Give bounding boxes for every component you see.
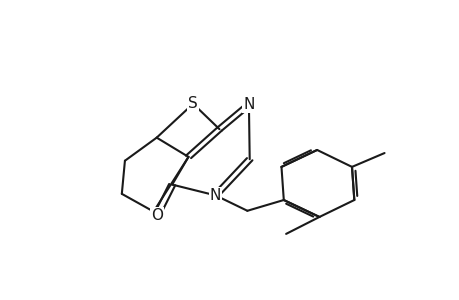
Text: N: N bbox=[243, 97, 254, 112]
Text: O: O bbox=[151, 208, 162, 223]
Text: S: S bbox=[188, 96, 197, 111]
Text: N: N bbox=[209, 188, 221, 203]
